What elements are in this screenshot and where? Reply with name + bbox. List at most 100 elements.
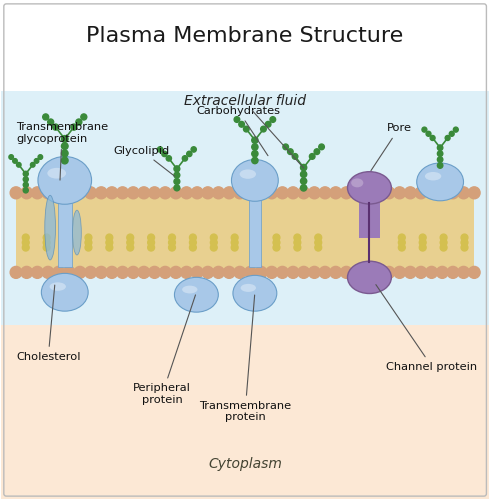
Circle shape bbox=[287, 187, 299, 199]
Circle shape bbox=[74, 266, 86, 278]
Circle shape bbox=[270, 116, 276, 122]
Text: Extracellular fluid: Extracellular fluid bbox=[184, 94, 306, 108]
Circle shape bbox=[256, 187, 267, 199]
Circle shape bbox=[192, 187, 203, 199]
Circle shape bbox=[266, 122, 271, 127]
Circle shape bbox=[426, 187, 438, 199]
Circle shape bbox=[85, 234, 92, 241]
Circle shape bbox=[148, 244, 154, 251]
Bar bbox=[2, 324, 489, 498]
Circle shape bbox=[170, 266, 181, 278]
Circle shape bbox=[310, 154, 315, 160]
Circle shape bbox=[138, 266, 149, 278]
Circle shape bbox=[256, 266, 267, 278]
Circle shape bbox=[398, 244, 405, 251]
Ellipse shape bbox=[240, 170, 256, 179]
Circle shape bbox=[186, 151, 192, 156]
Circle shape bbox=[232, 239, 238, 246]
Circle shape bbox=[34, 158, 39, 163]
Circle shape bbox=[415, 266, 427, 278]
Circle shape bbox=[42, 114, 48, 120]
Text: Peripheral
protein: Peripheral protein bbox=[134, 295, 196, 405]
Circle shape bbox=[180, 187, 192, 199]
Circle shape bbox=[71, 124, 77, 130]
Circle shape bbox=[239, 122, 244, 127]
Circle shape bbox=[458, 187, 469, 199]
Ellipse shape bbox=[48, 168, 66, 178]
Circle shape bbox=[458, 266, 469, 278]
Ellipse shape bbox=[45, 196, 56, 260]
Circle shape bbox=[127, 234, 134, 241]
Circle shape bbox=[420, 234, 426, 241]
Circle shape bbox=[292, 154, 298, 160]
Circle shape bbox=[128, 187, 139, 199]
Circle shape bbox=[438, 157, 443, 162]
Bar bbox=[248, 183, 261, 268]
Circle shape bbox=[85, 187, 96, 199]
Circle shape bbox=[174, 166, 180, 172]
Circle shape bbox=[43, 244, 50, 251]
Circle shape bbox=[260, 126, 266, 132]
Bar bbox=[16, 193, 474, 272]
Text: Channel protein: Channel protein bbox=[376, 284, 478, 372]
Bar bbox=[2, 2, 489, 91]
Circle shape bbox=[190, 244, 196, 251]
Circle shape bbox=[62, 150, 68, 156]
Circle shape bbox=[276, 266, 288, 278]
Circle shape bbox=[372, 266, 384, 278]
Circle shape bbox=[283, 144, 288, 150]
Circle shape bbox=[116, 187, 128, 199]
Circle shape bbox=[43, 234, 50, 241]
Ellipse shape bbox=[240, 284, 256, 292]
Text: Cholesterol: Cholesterol bbox=[16, 285, 80, 362]
Circle shape bbox=[64, 244, 71, 251]
Circle shape bbox=[308, 266, 320, 278]
Circle shape bbox=[128, 266, 139, 278]
Circle shape bbox=[319, 266, 331, 278]
Circle shape bbox=[445, 136, 450, 140]
Circle shape bbox=[340, 187, 352, 199]
Circle shape bbox=[440, 239, 447, 246]
Circle shape bbox=[23, 188, 28, 193]
Circle shape bbox=[160, 187, 171, 199]
Circle shape bbox=[174, 178, 180, 184]
Circle shape bbox=[148, 266, 160, 278]
Circle shape bbox=[52, 124, 59, 130]
Circle shape bbox=[192, 266, 203, 278]
Circle shape bbox=[436, 266, 448, 278]
Circle shape bbox=[319, 187, 331, 199]
Circle shape bbox=[202, 266, 213, 278]
Circle shape bbox=[420, 239, 426, 246]
Circle shape bbox=[330, 266, 342, 278]
Circle shape bbox=[362, 266, 374, 278]
Bar bbox=[58, 183, 71, 268]
Circle shape bbox=[273, 239, 280, 246]
Circle shape bbox=[252, 144, 258, 150]
Circle shape bbox=[314, 149, 320, 154]
Text: Plasma Membrane Structure: Plasma Membrane Structure bbox=[86, 26, 404, 46]
Circle shape bbox=[12, 158, 18, 163]
Circle shape bbox=[394, 187, 406, 199]
Ellipse shape bbox=[348, 172, 392, 204]
Ellipse shape bbox=[50, 282, 66, 291]
Circle shape bbox=[420, 244, 426, 251]
Circle shape bbox=[174, 172, 180, 178]
Circle shape bbox=[372, 187, 384, 199]
Circle shape bbox=[398, 239, 405, 246]
Circle shape bbox=[64, 187, 75, 199]
Circle shape bbox=[252, 137, 258, 143]
Circle shape bbox=[23, 172, 28, 176]
Circle shape bbox=[64, 239, 71, 246]
Circle shape bbox=[38, 154, 42, 160]
Circle shape bbox=[422, 127, 427, 132]
Circle shape bbox=[224, 266, 235, 278]
Circle shape bbox=[252, 239, 259, 246]
Circle shape bbox=[85, 266, 96, 278]
Circle shape bbox=[23, 177, 28, 182]
Circle shape bbox=[266, 266, 278, 278]
Circle shape bbox=[273, 234, 280, 241]
Circle shape bbox=[85, 244, 92, 251]
Ellipse shape bbox=[425, 172, 442, 180]
Circle shape bbox=[315, 244, 322, 251]
Circle shape bbox=[461, 239, 468, 246]
